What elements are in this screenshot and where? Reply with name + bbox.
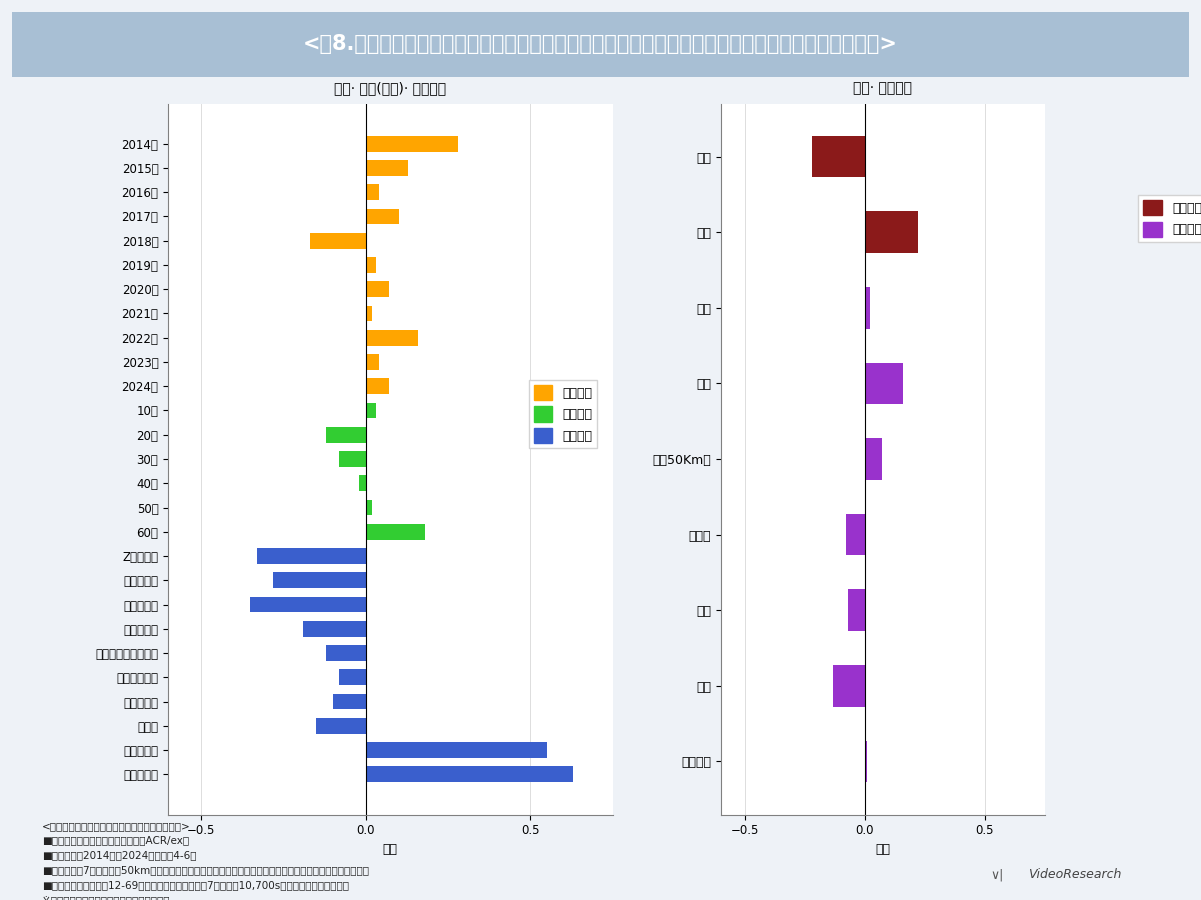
- Bar: [865, 438, 882, 480]
- Bar: [365, 524, 425, 540]
- Bar: [865, 287, 870, 328]
- Text: ∨|: ∨|: [990, 868, 1004, 881]
- Bar: [365, 742, 546, 758]
- Bar: [365, 354, 378, 370]
- Bar: [365, 282, 389, 297]
- Bar: [833, 665, 865, 706]
- Bar: [365, 160, 408, 176]
- Text: <コーホート分析のベースとなったデータの概要>
■データソース：ビデオリサーチ「ACR/ex」
■調査時期：2014年～2024年の各年4-6月
■調査地区：7: <コーホート分析のベースとなったデータの概要> ■データソース：ビデオリサーチ「…: [42, 821, 369, 900]
- Bar: [251, 597, 365, 612]
- Bar: [848, 590, 865, 631]
- Legend: 性別効果, 地域効果: 性別効果, 地域効果: [1139, 195, 1201, 242]
- Bar: [365, 184, 378, 200]
- Bar: [340, 670, 365, 685]
- Bar: [365, 500, 372, 516]
- Text: VideoResearch: VideoResearch: [1028, 868, 1122, 881]
- Bar: [327, 427, 365, 443]
- Bar: [812, 136, 865, 177]
- Title: 性別· 地域効果: 性別· 地域効果: [853, 81, 913, 95]
- Legend: 時代効果, 加齢効果, 世代効果: 時代効果, 加齢効果, 世代効果: [528, 380, 597, 448]
- Bar: [274, 572, 365, 589]
- Bar: [333, 694, 365, 709]
- Bar: [365, 257, 376, 273]
- X-axis label: 係数: 係数: [383, 842, 398, 856]
- Bar: [865, 363, 903, 404]
- Bar: [365, 767, 573, 782]
- Bar: [365, 378, 389, 394]
- Bar: [365, 136, 458, 151]
- Bar: [865, 741, 867, 782]
- Bar: [365, 329, 418, 346]
- Bar: [846, 514, 865, 555]
- Bar: [327, 645, 365, 661]
- Bar: [340, 451, 365, 467]
- Bar: [316, 718, 365, 734]
- Bar: [310, 233, 365, 248]
- Bar: [365, 209, 399, 224]
- Title: 時代· 加齢(年齢)· 世代効果: 時代· 加齢(年齢)· 世代効果: [334, 81, 447, 95]
- Text: <図8.「環境保護を考えた商品をなるべく買うようにしている」意識データのコーホート分析の結果>: <図8.「環境保護を考えた商品をなるべく買うようにしている」意識データのコーホー…: [303, 34, 898, 54]
- Bar: [257, 548, 365, 564]
- Bar: [365, 306, 372, 321]
- Bar: [359, 475, 365, 491]
- X-axis label: 係数: 係数: [876, 842, 890, 856]
- Bar: [865, 212, 918, 253]
- Bar: [303, 621, 365, 636]
- Bar: [365, 402, 376, 418]
